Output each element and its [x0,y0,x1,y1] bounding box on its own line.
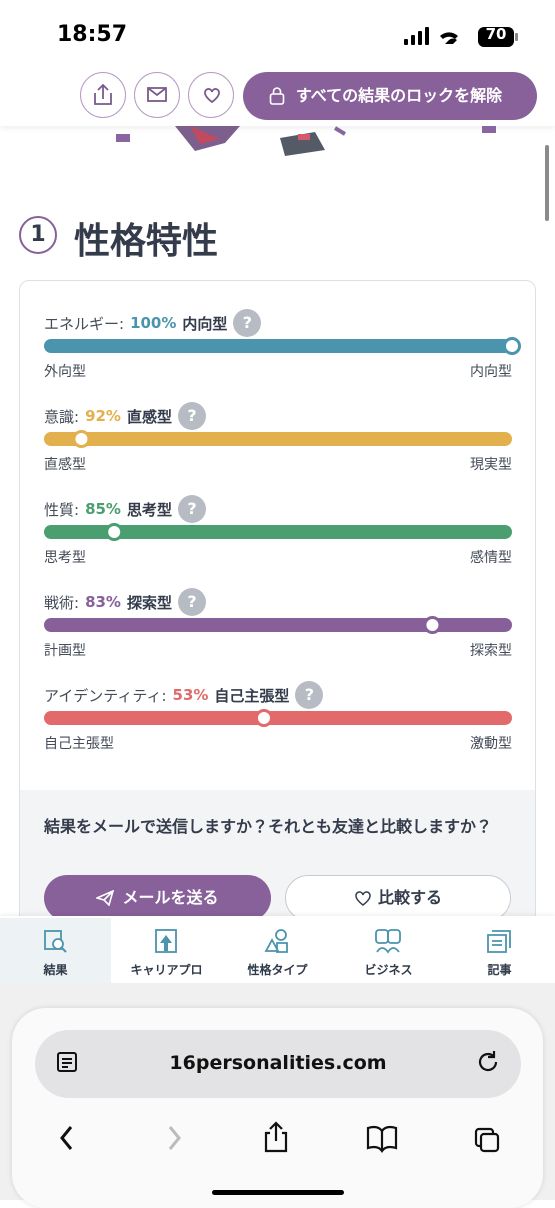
nav-icon [44,930,67,953]
trait-knob [423,616,442,634]
bar-track [44,711,512,725]
nav-label: 記事 [487,963,512,977]
share-question: 結果をメールで送信しますか？それとも友達と比較しますか？ [44,817,493,836]
pole-right: 現実型 [470,457,512,473]
nav-tab[interactable]: 記事 [444,918,555,983]
trait-knob [105,523,124,541]
trait-name: 意識: [44,407,80,426]
url-bar[interactable] [35,1030,521,1098]
bar-track [44,525,512,539]
trait-label-row: 性質: 85% 思考型? [44,495,206,523]
section-title: 性格特性 [74,221,219,262]
email-label: メールを送る [122,888,219,907]
pole-right: 内向型 [470,364,512,380]
pole-left: 自己主張型 [44,736,114,752]
pole-left: 計画型 [44,643,86,659]
trait-label-row: 戦術: 83% 探索型? [44,588,206,616]
trait-label-row: 意識: 92% 直感型? [44,402,206,430]
trait-type: 直感型 [126,407,172,426]
trait-type: 思考型 [126,500,172,519]
nav-label: キャリアプロ [130,963,203,977]
trait-label-row: アイデンティティ: 53% 自己主張型? [44,681,324,709]
bar-track [44,618,512,632]
nav-label: 性格タイプ [247,963,308,977]
trait-percent: 53% [172,686,209,704]
nav-label: 結果 [43,963,68,977]
nav-icon [155,929,177,953]
help-icon[interactable]: ? [177,402,206,430]
trait-bar [44,709,512,727]
trait-percent: 100% [130,314,177,332]
nav-tab[interactable]: キャリアプロ [111,918,222,983]
scrollbar [545,145,549,221]
compare-icon-button[interactable] [188,72,234,118]
pole-left: 外向型 [44,364,86,380]
pole-right: 激動型 [470,736,512,752]
browser-toolbar [60,1121,500,1153]
nav-icon [375,929,401,954]
nav-tab[interactable]: 性格タイプ [222,918,333,983]
trait-bar [44,430,512,448]
nav-tab[interactable]: 結果 [0,918,111,983]
compare-button[interactable]: 比較する [285,875,511,921]
status-icons [404,27,518,47]
nav-tab[interactable]: ビジネス [333,918,444,983]
trait-type: 自己主張型 [214,686,290,705]
trait-name: 性質: [44,500,80,519]
reader-icon[interactable] [55,1050,81,1076]
compare-label: 比較する [377,888,442,907]
trait-percent: 83% [85,593,121,611]
email-button[interactable]: メールを送る [44,875,271,921]
help-icon[interactable]: ? [233,309,262,337]
trait-bar [44,523,512,541]
pole-left: 思考型 [44,550,86,566]
nav-icon [487,930,511,953]
trait-knob [503,337,521,355]
trait-label-row: エネルギー: 100% 内向型? [44,309,262,337]
illustration [116,126,496,156]
trait-bar [44,337,521,355]
unlock-label: すべての結果のロックを解除 [295,86,503,105]
clock: 18:57 [57,22,128,47]
trait-type: 内向型 [182,314,228,333]
trait-name: アイデンティティ: [44,686,167,705]
pole-left: 直感型 [44,457,86,473]
battery-level: 70 [485,25,507,43]
trait-knob [72,430,91,448]
trait-bar [44,616,512,634]
section-number: 1 [19,216,57,254]
nav-icon [264,929,288,953]
reload-icon[interactable] [475,1048,503,1076]
trait-type: 探索型 [126,593,172,612]
email-icon-button[interactable] [134,72,180,118]
pole-right: 感情型 [470,550,512,566]
share-button[interactable] [80,72,126,118]
home-indicator [212,1190,344,1195]
trait-percent: 85% [85,500,121,518]
help-icon[interactable]: ? [177,495,206,523]
bar-track [44,339,512,353]
trait-knob [254,709,273,727]
nav-label: ビジネス [364,963,413,977]
unlock-button[interactable]: すべての結果のロックを解除 [243,72,537,120]
pole-right: 探索型 [470,643,512,659]
trait-name: エネルギー: [44,314,125,333]
help-icon[interactable]: ? [295,681,324,709]
trait-percent: 92% [85,407,121,425]
bar-track [44,432,512,446]
help-icon[interactable]: ? [177,588,206,616]
trait-name: 戦術: [44,593,80,612]
url: 16personalities.com [169,1052,387,1074]
